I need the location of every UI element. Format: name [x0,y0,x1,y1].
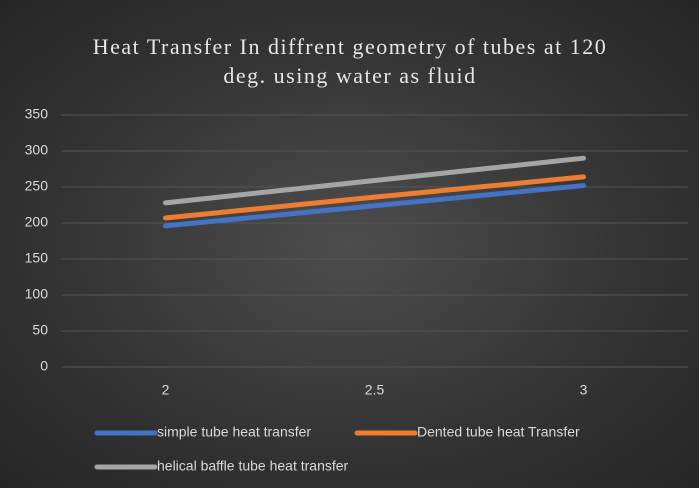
x-tick-label: 3 [580,382,588,398]
y-tick-label: 100 [25,286,49,302]
x-tick-label: 2 [162,382,170,398]
y-tick-label: 0 [40,358,48,374]
series-line [163,183,586,229]
chart-title: Heat Transfer In diffrent geometry of tu… [92,34,608,88]
series-line [163,174,586,221]
y-tick-label: 50 [32,322,48,338]
y-tick-label: 350 [25,106,49,122]
y-tick-label: 150 [25,250,49,266]
y-tick-label: 300 [25,142,49,158]
legend-label: simple tube heat transfer [157,424,311,440]
series-line [163,155,586,206]
y-tick-label: 200 [25,214,49,230]
x-tick-label: 2.5 [365,382,385,398]
y-tick-label: 250 [25,178,49,194]
legend-label: helical baffle tube heat transfer [157,458,349,474]
legend-label: Dented tube heat Transfer [417,424,580,440]
